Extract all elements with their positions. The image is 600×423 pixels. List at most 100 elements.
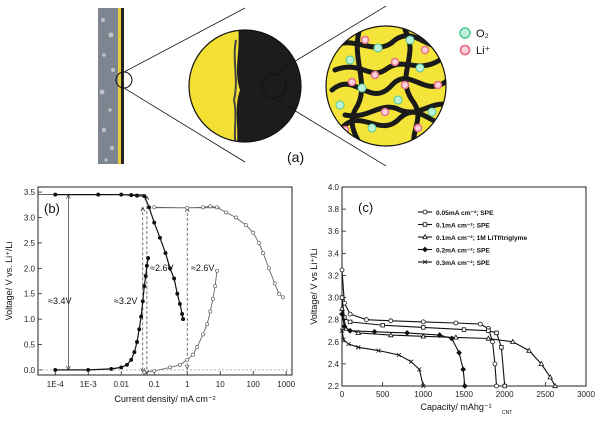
data-point-c bbox=[347, 311, 353, 317]
data-point-b bbox=[53, 192, 58, 197]
data-point-c bbox=[448, 335, 455, 342]
y-tick-label-b: 1.0 bbox=[24, 315, 36, 324]
y-tick-label-b: 0.0 bbox=[24, 366, 36, 375]
plot-frame-b bbox=[37, 186, 293, 376]
data-point-b bbox=[119, 192, 124, 197]
y-tick-label-b: 1.5 bbox=[24, 290, 36, 299]
data-point-c bbox=[453, 334, 459, 340]
electrode-strip bbox=[98, 8, 118, 164]
data-point-b bbox=[152, 368, 157, 373]
data-point-c bbox=[422, 246, 428, 253]
data-point-b bbox=[233, 215, 238, 220]
data-point-c bbox=[461, 327, 467, 332]
data-point-c bbox=[461, 383, 468, 389]
data-point-b bbox=[185, 357, 190, 362]
data-point-c bbox=[341, 323, 348, 330]
legend-entry-c: 0.3mA cm⁻²; SPE bbox=[436, 260, 490, 267]
y-tick-label-b: 2.0 bbox=[24, 264, 36, 273]
schematic-legend: O₂ Li⁺ bbox=[459, 27, 491, 57]
data-point-b bbox=[158, 235, 162, 240]
data-point-c bbox=[421, 325, 426, 330]
x-tick-label-b: 1 bbox=[185, 380, 190, 389]
data-point-b bbox=[181, 317, 186, 322]
y-tick-label-b: 3.0 bbox=[24, 213, 36, 222]
data-point-b bbox=[152, 205, 157, 210]
data-point-b bbox=[146, 256, 151, 261]
data-point-b bbox=[251, 230, 256, 235]
panel-label-b: (b) bbox=[44, 201, 60, 216]
y-tick-label-c: 3.4 bbox=[328, 249, 340, 258]
data-point-c bbox=[456, 349, 462, 356]
series-line-b-discharge-solid bbox=[55, 194, 184, 320]
data-point-c bbox=[502, 383, 507, 389]
x-tick-label-c: 0 bbox=[340, 390, 345, 399]
data-point-c bbox=[380, 322, 385, 328]
data-point-b bbox=[257, 240, 261, 245]
data-point-c bbox=[417, 367, 422, 372]
x-tick-label-c: 500 bbox=[376, 390, 390, 399]
panel-label-a: (a) bbox=[287, 149, 304, 165]
x-tick-label-b: 0.1 bbox=[149, 380, 161, 389]
data-point-b bbox=[201, 205, 205, 210]
data-point-b bbox=[132, 350, 137, 355]
data-point-c bbox=[371, 328, 378, 335]
y-tick-label-c: 4.0 bbox=[328, 183, 340, 192]
data-point-b bbox=[276, 291, 281, 296]
data-point-c bbox=[341, 337, 346, 342]
data-point-c bbox=[404, 330, 410, 336]
li-legend-marker bbox=[459, 44, 471, 56]
x-tick-label-b: 10 bbox=[216, 380, 225, 389]
data-point-b bbox=[205, 322, 210, 327]
x-tick-label-b: 100 bbox=[247, 380, 261, 389]
zoom-circle-2 bbox=[326, 26, 446, 146]
schematic-panel: O₂ Li⁺ (a) bbox=[98, 5, 491, 167]
data-point-b bbox=[195, 345, 200, 350]
data-point-c bbox=[346, 341, 351, 347]
data-point-b bbox=[201, 332, 205, 337]
data-point-c bbox=[355, 329, 362, 335]
data-point-b bbox=[266, 266, 271, 271]
data-point-b bbox=[163, 251, 168, 256]
y-tick-label-c: 2.8 bbox=[328, 316, 340, 325]
x-axis-label-b: Current density/ mA cm⁻² bbox=[114, 394, 215, 404]
data-point-c bbox=[494, 330, 499, 336]
series-line-c bbox=[341, 297, 506, 387]
data-point-c bbox=[387, 331, 394, 338]
data-point-b bbox=[208, 309, 213, 314]
y-tick-label-c: 3.8 bbox=[328, 205, 340, 214]
data-point-c bbox=[490, 339, 495, 345]
data-point-b bbox=[142, 284, 147, 289]
y-axis-label-c: Voltage/ V vs Li⁺/Li bbox=[309, 248, 319, 324]
legend-c: 0.05mA cm⁻²; SPE 0.1mA cm⁻²; SPE 0.1mA cm⁻… bbox=[418, 209, 528, 267]
data-point-b bbox=[261, 251, 266, 256]
voltage-gap-label-b: ≈2.6V bbox=[191, 263, 214, 273]
x-tick-label-b: 0.01 bbox=[113, 380, 129, 389]
data-point-b bbox=[53, 367, 58, 372]
data-point-c bbox=[408, 359, 414, 364]
data-point-b bbox=[177, 301, 182, 306]
data-point-b bbox=[185, 205, 190, 210]
y-tick-label-b: 0.5 bbox=[24, 341, 36, 350]
data-point-b bbox=[137, 327, 142, 332]
data-point-c bbox=[436, 332, 443, 338]
data-point-b bbox=[109, 366, 114, 371]
legend-entry-c: 0.2mA cm⁻²; SPE bbox=[436, 248, 490, 255]
data-point-b bbox=[125, 362, 129, 367]
data-point-c bbox=[486, 328, 491, 333]
data-point-c bbox=[494, 383, 499, 389]
x-tick-label-c: 2500 bbox=[536, 390, 554, 399]
data-point-b bbox=[180, 312, 185, 316]
y-axis-label-b: Voltage/ V vs. Li⁺/Li bbox=[4, 242, 14, 321]
data-point-c bbox=[422, 209, 428, 215]
y-tick-label-c: 3.2 bbox=[328, 271, 340, 280]
data-point-c bbox=[363, 317, 369, 323]
legend-entry-c: 0.1mA cm⁻²; SPE bbox=[436, 223, 490, 230]
data-point-c bbox=[485, 335, 492, 341]
data-point-b bbox=[215, 268, 219, 273]
data-point-c bbox=[388, 318, 394, 324]
data-point-c bbox=[339, 267, 345, 273]
y-tick-label-c: 3.0 bbox=[328, 294, 340, 303]
data-point-c bbox=[422, 222, 428, 227]
data-point-b bbox=[147, 205, 152, 210]
